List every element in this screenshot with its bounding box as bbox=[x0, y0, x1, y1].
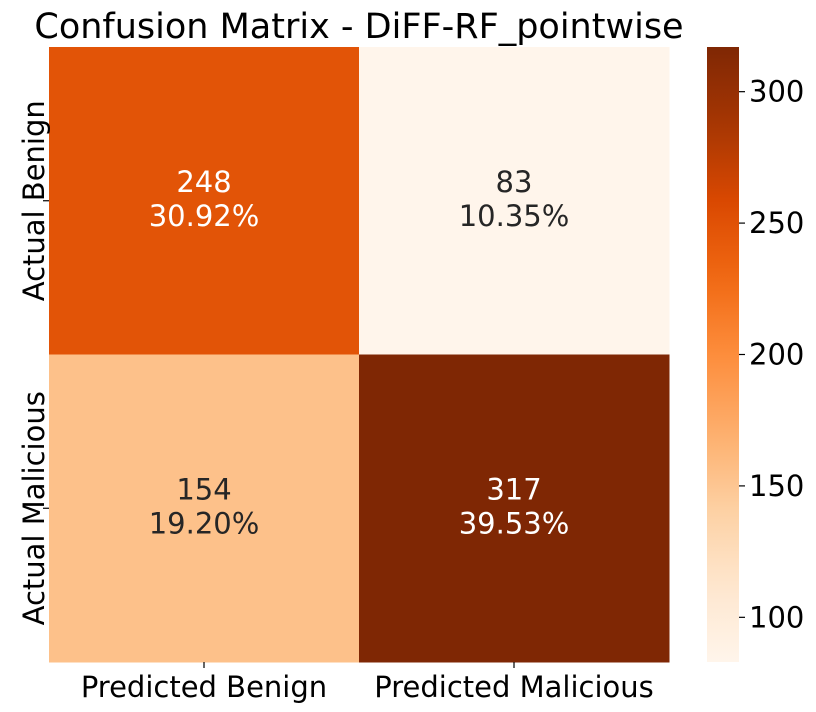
colorbar bbox=[707, 47, 739, 662]
colorbar-tick-label: 100 bbox=[749, 600, 804, 634]
heatmap-cell bbox=[49, 47, 360, 355]
x-tick-label: Predicted Malicious bbox=[374, 670, 654, 704]
colorbar-tick-label: 250 bbox=[749, 206, 804, 240]
cell-percent-label: 10.35% bbox=[459, 199, 570, 233]
y-tick-label: Actual Benign bbox=[17, 100, 51, 301]
y-tick-label: Actual Malicious bbox=[17, 391, 51, 625]
cell-percent-label: 39.53% bbox=[459, 506, 570, 540]
x-axis: Predicted Benign Predicted Malicious bbox=[81, 662, 654, 704]
heatmap-cells bbox=[49, 47, 670, 663]
y-axis: Actual Benign Actual Malicious bbox=[17, 100, 51, 625]
colorbar-tick-label: 300 bbox=[749, 75, 804, 109]
cell-count-label: 83 bbox=[496, 165, 533, 199]
colorbar-ticks: 100 150 200 250 300 bbox=[739, 75, 804, 634]
colorbar-tick-label: 200 bbox=[749, 338, 804, 372]
heatmap-cell bbox=[359, 47, 670, 355]
cell-percent-label: 19.20% bbox=[149, 506, 260, 540]
heatmap-cell bbox=[359, 354, 670, 663]
colorbar-tick-label: 150 bbox=[749, 469, 804, 503]
cell-count-label: 317 bbox=[486, 472, 541, 506]
cell-count-label: 154 bbox=[176, 472, 231, 506]
x-tick-label: Predicted Benign bbox=[81, 670, 327, 704]
chart-title: Confusion Matrix - DiFF-RF_pointwise bbox=[34, 7, 683, 47]
cell-percent-label: 30.92% bbox=[149, 199, 260, 233]
heatmap-cell bbox=[49, 354, 360, 663]
cell-count-label: 248 bbox=[176, 165, 231, 199]
